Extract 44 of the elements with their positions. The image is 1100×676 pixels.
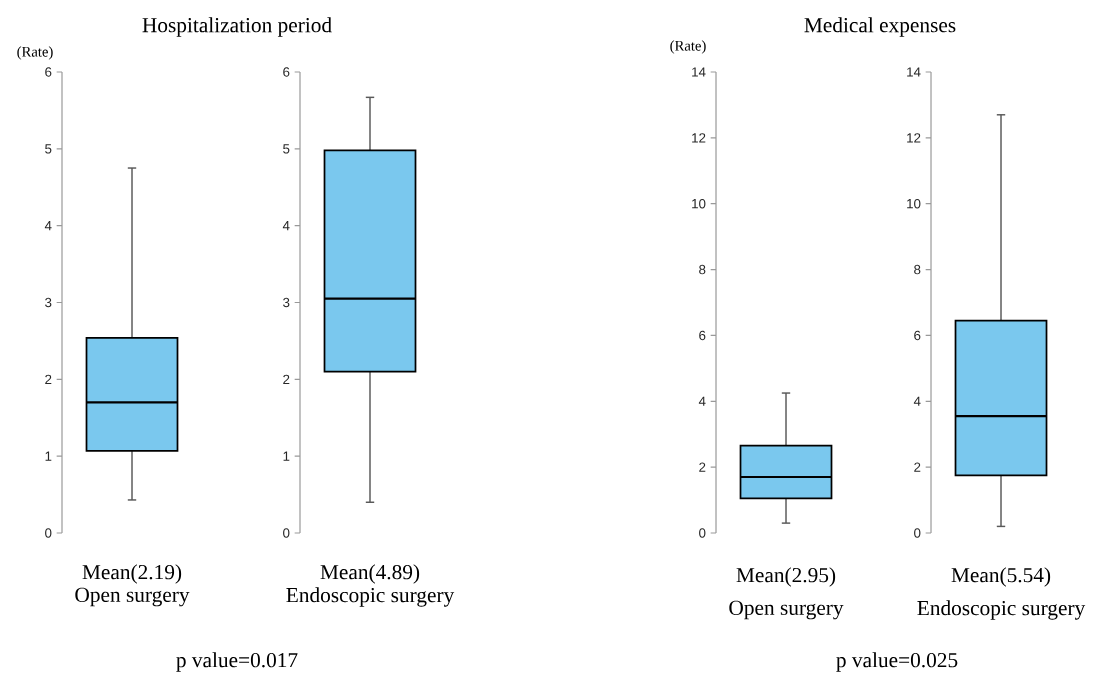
y-tick-label: 5 [283, 144, 290, 154]
y-tick-label: 4 [698, 396, 706, 406]
y-tick-label: 6 [699, 330, 706, 341]
y-axis-title: (Rate) [17, 46, 53, 60]
y-tick-label: 3 [283, 297, 290, 308]
y-axis-title: (Rate) [670, 40, 706, 54]
text: Mean(5.54) [951, 567, 1051, 587]
y-tick-label: 8 [914, 264, 921, 275]
text: p value=0.017 [176, 652, 298, 672]
y-tick-label: 4 [44, 221, 52, 231]
y-tick-label: 6 [283, 67, 290, 77]
text: Mean(2.19) [82, 564, 182, 584]
y-tick-label: 12 [692, 133, 706, 143]
text: p value=0.025 [836, 652, 958, 672]
y-tick-label: 10 [692, 198, 706, 209]
x-tick-label: Open surgery [75, 587, 190, 607]
y-tick-label: 8 [699, 264, 706, 275]
y-tick-label: 6 [914, 330, 921, 341]
x-tick-label: Open surgery [729, 600, 844, 620]
y-tick-label: 12 [907, 133, 921, 143]
y-tick-label: 14 [692, 67, 706, 77]
text: Mean(2.95) [736, 567, 836, 587]
y-tick-label: 2 [914, 462, 921, 472]
y-tick-label: 0 [914, 528, 921, 538]
text: Hospitalization period [142, 17, 332, 37]
y-tick-label: 4 [282, 221, 290, 231]
text: Medical expenses [804, 17, 956, 37]
y-tick-label: 0 [283, 528, 290, 538]
y-tick-label: 4 [913, 396, 921, 406]
y-tick-label: 1 [45, 451, 52, 461]
y-tick-label: 1 [283, 451, 290, 461]
y-tick-label: 0 [45, 528, 52, 538]
x-tick-label: Endoscopic surgery [286, 587, 455, 607]
y-tick-label: 3 [45, 297, 52, 308]
y-tick-label: 2 [699, 462, 706, 472]
x-tick-label: Endoscopic surgery [917, 600, 1086, 620]
y-tick-label: 6 [45, 67, 52, 77]
text: Mean(4.89) [320, 564, 420, 584]
y-tick-label: 5 [45, 144, 52, 154]
y-tick-label: 2 [45, 374, 52, 384]
y-tick-label: 0 [699, 528, 706, 538]
y-tick-label: 2 [283, 374, 290, 384]
y-tick-label: 10 [907, 198, 921, 209]
y-tick-label: 14 [907, 67, 921, 77]
